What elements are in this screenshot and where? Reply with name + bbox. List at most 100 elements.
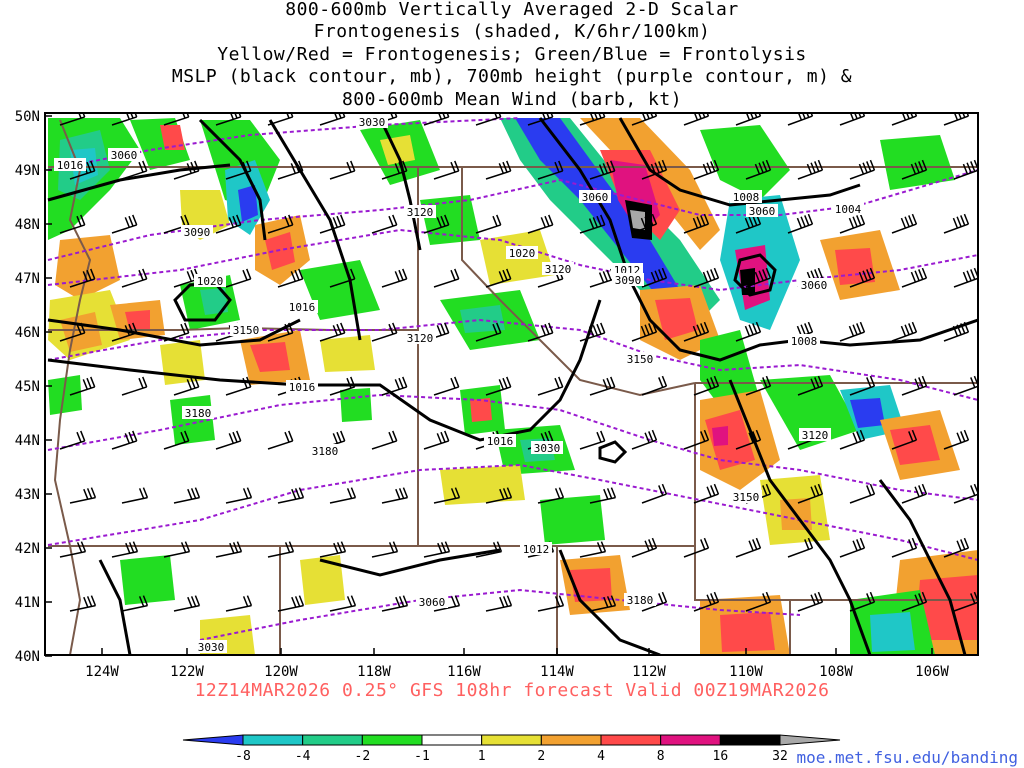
height-contour-label: 3060 (108, 148, 140, 162)
wind-barb (579, 214, 606, 234)
wind-barb (111, 541, 139, 558)
height-contour-label: 3120 (404, 205, 436, 219)
height-contour-label: 3150 (230, 323, 262, 337)
wind-barb (371, 322, 398, 342)
wind-barb (683, 213, 710, 234)
height-contour-label: 3180 (624, 593, 656, 607)
colorbar-tick-label: 8 (657, 749, 665, 764)
wind-barb (69, 595, 97, 612)
wind-barb (745, 375, 772, 396)
colorbar-tick-label: 32 (772, 749, 788, 764)
wind-barb (475, 541, 503, 558)
svg-text:3180: 3180 (627, 594, 654, 607)
wind-barb (849, 483, 876, 504)
colorbar-swatch (242, 734, 304, 746)
svg-text:1016: 1016 (289, 301, 316, 314)
height-contour-label: 3150 (730, 490, 762, 504)
wind-barb (319, 541, 347, 558)
wind-barb (59, 214, 86, 234)
svg-text:3120: 3120 (802, 429, 829, 442)
wind-barb (641, 375, 668, 396)
wind-barb (69, 376, 96, 396)
wind-barb (433, 160, 460, 180)
wind-barb (215, 430, 242, 450)
colorbar-tick-label: 4 (597, 749, 605, 764)
wind-barb (475, 322, 502, 342)
svg-text:1020: 1020 (197, 275, 224, 288)
wind-barb (641, 159, 668, 180)
wind-barb (277, 160, 304, 180)
mslp-contour-label: 1004 (832, 202, 864, 216)
wind-barb (59, 322, 86, 342)
lat-tick-label: 46N (15, 325, 40, 341)
longitude-axis: 124W 122W 120W 118W 116W 114W 112W 110W 108W 106W (85, 648, 949, 680)
wind-barb (943, 213, 970, 234)
wind-barb (173, 595, 201, 612)
wind-barb (371, 430, 398, 450)
height-contour-label: 3060 (746, 204, 778, 218)
wind-barb (683, 321, 710, 342)
colorbar-swatch (540, 734, 602, 746)
wind-barb (631, 429, 658, 450)
lon-tick-label: 114W (540, 664, 574, 680)
wind-barb (797, 483, 824, 504)
colorbar-tick-label: 2 (537, 749, 545, 764)
lon-tick-label: 122W (170, 664, 204, 680)
chart-title-line-5: 800-600mb Mean Wind (barb, kt) (341, 89, 683, 110)
height-contour-label: 3090 (612, 273, 644, 287)
wind-barb (631, 213, 658, 234)
wind-barb (745, 267, 772, 288)
mslp-contour-label: 1020 (194, 274, 226, 288)
wind-barb (475, 214, 502, 234)
wind-barb (267, 214, 294, 234)
lat-tick-label: 45N (15, 379, 40, 395)
wind-barb (381, 268, 408, 288)
height-contour-label: 3030 (195, 640, 227, 654)
contour-labels: 1016102010161016101610121020101210081008… (54, 115, 864, 654)
wind-barb (277, 487, 305, 504)
wind-barb (163, 430, 190, 450)
svg-text:1004: 1004 (835, 203, 862, 216)
wind-barb (631, 537, 658, 558)
wind-barb (111, 322, 138, 342)
wind-barb (329, 487, 357, 504)
wind-barb (745, 159, 772, 180)
wind-barb (579, 322, 606, 342)
wind-barb (943, 537, 970, 558)
wind-barb (943, 321, 970, 342)
lat-tick-label: 40N (15, 649, 40, 665)
wind-barb (423, 214, 450, 234)
wind-barb (329, 268, 356, 288)
wind-barb (485, 376, 512, 396)
svg-text:3120: 3120 (407, 206, 434, 219)
wind-barb (215, 214, 242, 234)
wind-barb (641, 483, 668, 504)
wind-barb (371, 541, 399, 558)
svg-text:1016: 1016 (487, 435, 514, 448)
colorbar-swatch (481, 734, 542, 746)
wind-barb (735, 429, 762, 450)
height-contour-label: 3060 (579, 190, 611, 204)
lon-tick-label: 110W (729, 664, 763, 680)
wind-barb (381, 487, 409, 504)
wind-barb (381, 595, 409, 612)
wind-barb (537, 160, 564, 180)
wind-barb (173, 160, 200, 180)
wind-barb (589, 487, 617, 504)
wind-barb (787, 537, 814, 558)
svg-text:3030: 3030 (359, 116, 386, 129)
wind-barb (735, 537, 762, 558)
svg-text:1016: 1016 (57, 159, 84, 172)
wind-barb (849, 375, 876, 396)
wind-barb (121, 268, 148, 288)
wind-barb (849, 591, 876, 612)
height-contour-label: 3180 (309, 444, 341, 458)
wind-barb (69, 487, 97, 504)
wind-barb (485, 160, 512, 180)
colorbar-tick-label: 1 (478, 749, 486, 764)
mslp-contour-label: 1020 (506, 246, 538, 260)
lat-tick-label: 43N (15, 487, 40, 503)
mslp-contour-label: 1012 (520, 542, 552, 556)
wind-barb (267, 541, 295, 558)
